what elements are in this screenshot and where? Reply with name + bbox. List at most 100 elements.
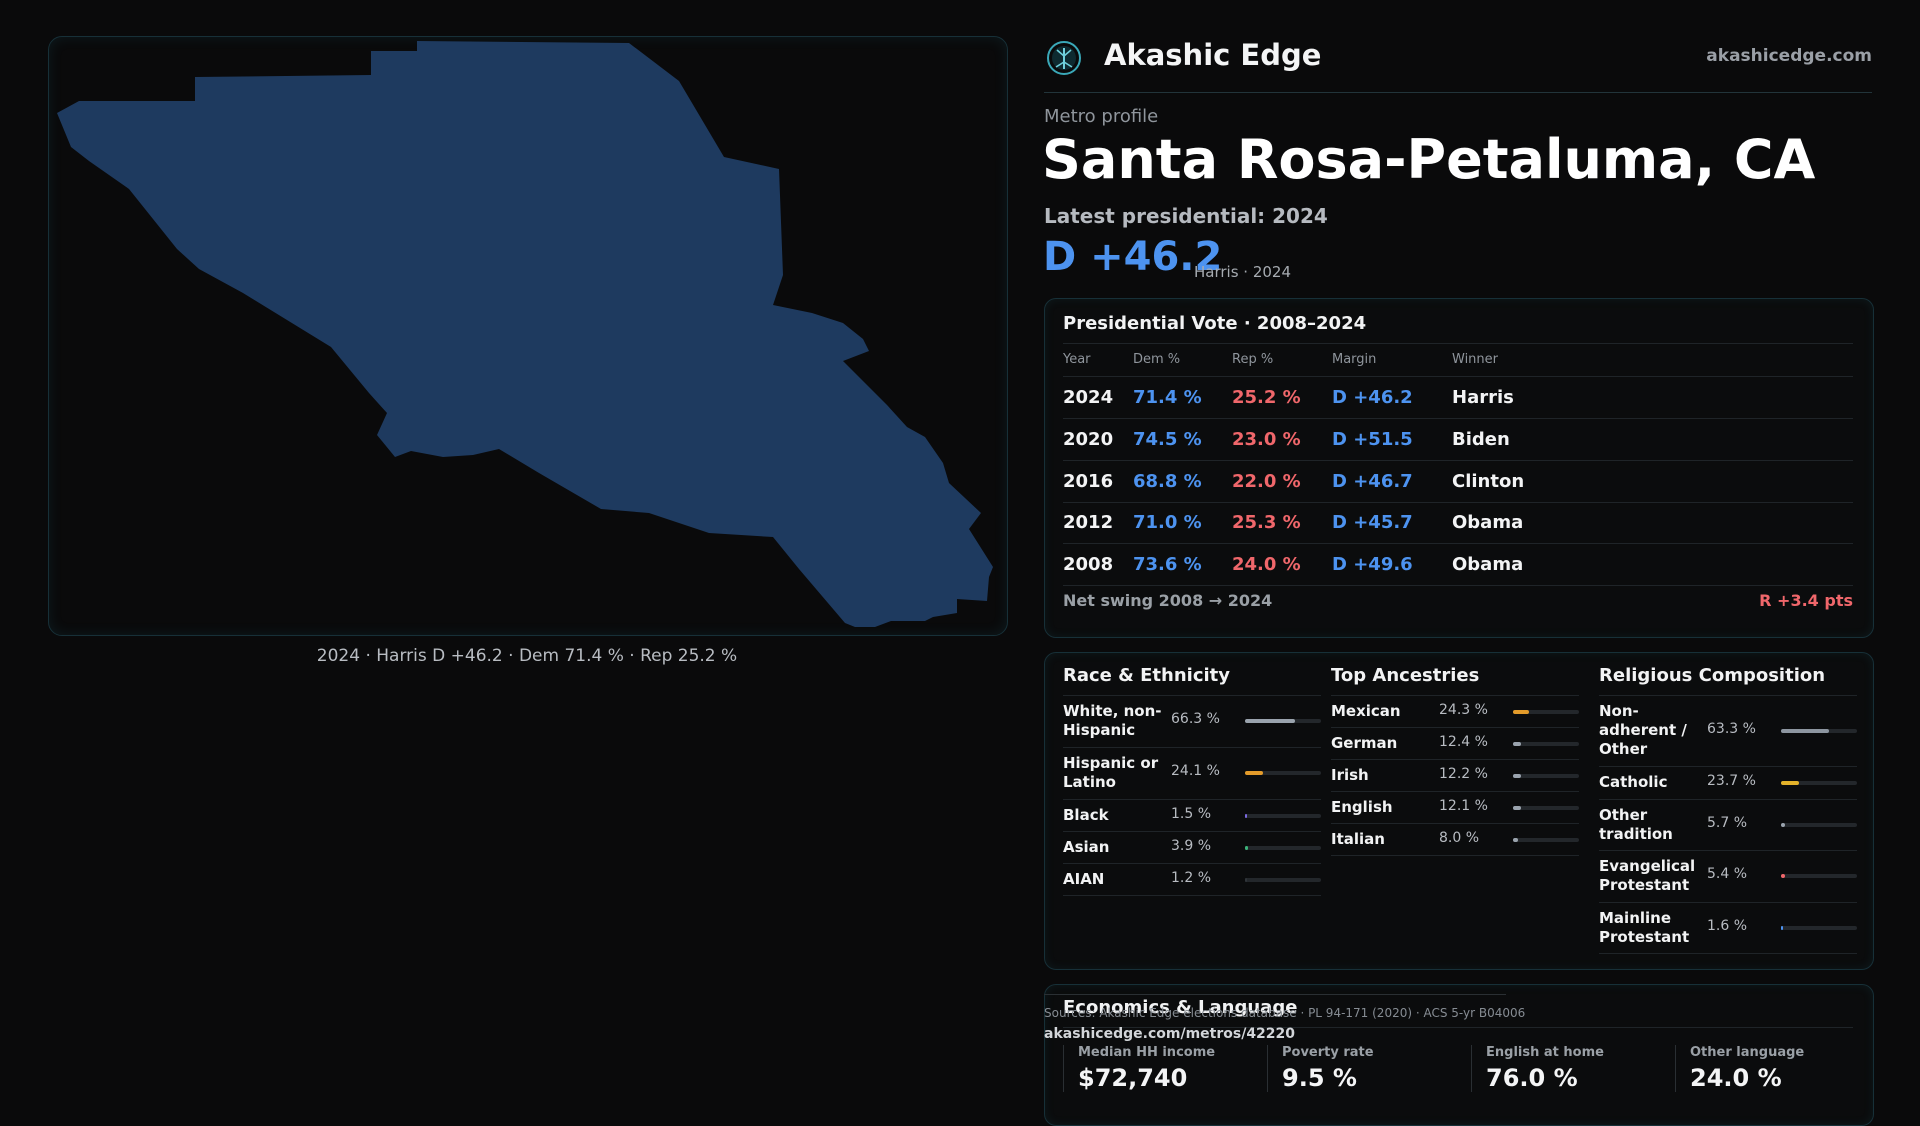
brand-url-link[interactable]: akashicedge.com [1706,46,1872,66]
race-label: Black [1063,806,1109,824]
ancestry-bar-fill [1513,838,1519,842]
econ-stat: English at home 76.0 % [1471,1045,1676,1092]
race-ethnicity-title: Race & Ethnicity [1063,665,1321,696]
econ-stat-label: Other language [1690,1045,1805,1060]
col-year: Year [1063,352,1091,367]
race-row: Hispanic or Latino 24.1 % [1063,748,1321,800]
religion-title: Religious Composition [1599,665,1857,696]
religion-row: Other tradition 5.7 % [1599,800,1857,851]
econ-stat-label: Poverty rate [1282,1045,1374,1060]
race-ethnicity-column: Race & Ethnicity White, non-Hispanic 66.… [1063,665,1321,896]
table-row: 2016 68.8 % 22.0 % D +46.7 Clinton [1063,461,1853,503]
brand-name[interactable]: Akashic Edge [1104,38,1322,72]
cell-margin: D +49.6 [1332,554,1413,575]
religion-bar [1781,729,1857,733]
ancestry-bar [1513,710,1579,714]
religion-row: Mainline Protestant 1.6 % [1599,903,1857,954]
econ-stat-label: English at home [1486,1045,1604,1060]
cell-year: 2024 [1063,387,1114,408]
religion-row: Catholic 23.7 % [1599,767,1857,800]
ancestry-value: 24.3 % [1439,702,1488,718]
profile-kicker: Metro profile [1044,106,1159,127]
ancestry-bar [1513,838,1579,842]
econ-stat-value: 9.5 % [1282,1064,1357,1092]
religion-label: Catholic [1599,773,1668,791]
religion-value: 63.3 % [1707,721,1756,737]
econ-stat: Median HH income $72,740 [1063,1045,1268,1092]
ancestry-value: 12.4 % [1439,734,1488,750]
site-header: Akashic Edge akashicedge.com [1044,36,1872,93]
ancestry-row: Italian 8.0 % [1331,824,1579,856]
page-title: Santa Rosa-Petaluma, CA [1042,128,1816,191]
race-bar [1245,814,1321,818]
cell-winner: Obama [1452,554,1524,575]
metro-map-shape [57,41,993,627]
religion-row: Non-adherent / Other 63.3 % [1599,696,1857,767]
econ-stat-label: Median HH income [1078,1045,1216,1060]
table-row: 2024 71.4 % 25.2 % D +46.2 Harris [1063,377,1853,419]
ancestry-bar [1513,806,1579,810]
cell-rep: 22.0 % [1232,471,1301,492]
net-swing-value: R +3.4 pts [1759,591,1853,610]
ancestry-value: 8.0 % [1439,830,1480,846]
ancestry-label: Irish [1331,766,1369,784]
econ-stat: Other language 24.0 % [1675,1045,1880,1092]
presidential-vote-title: Presidential Vote · 2008–2024 [1063,313,1367,334]
cell-year: 2016 [1063,471,1114,492]
cell-winner: Biden [1452,429,1510,450]
ancestry-row: German 12.4 % [1331,728,1579,760]
net-swing: Net swing 2008 → 2024 R +3.4 pts [1063,591,1853,610]
race-value: 3.9 % [1171,838,1212,854]
religion-label: Evangelical Protestant [1599,857,1696,894]
cell-year: 2012 [1063,512,1114,533]
ancestry-value: 12.2 % [1439,766,1488,782]
ancestry-bar-fill [1513,742,1522,746]
demographics-panel: Race & Ethnicity White, non-Hispanic 66.… [1044,652,1874,970]
col-dem: Dem % [1133,352,1181,367]
cell-winner: Harris [1452,387,1514,408]
religion-bar-fill [1781,781,1799,785]
latest-margin-note: Harris · 2024 [1194,263,1292,281]
cell-dem: 68.8 % [1133,471,1202,492]
religion-value: 5.4 % [1707,866,1748,882]
tree-emblem-icon[interactable] [1046,40,1082,76]
col-margin: Margin [1332,352,1377,367]
race-bar-fill [1245,846,1248,850]
metro-map [48,36,1008,636]
cell-dem: 71.0 % [1133,512,1202,533]
econ-stat-value: $72,740 [1078,1064,1188,1092]
county-polygon [57,41,993,627]
race-bar-fill [1245,719,1296,723]
religion-bar-fill [1781,729,1830,733]
net-swing-label: Net swing 2008 → 2024 [1063,591,1273,610]
ancestry-bar-fill [1513,774,1522,778]
religion-value: 5.7 % [1707,815,1748,831]
latest-presidential-label: Latest presidential: 2024 [1044,204,1328,228]
cell-margin: D +46.7 [1332,471,1413,492]
ancestry-label: English [1331,798,1393,816]
col-winner: Winner [1452,352,1499,367]
cell-year: 2020 [1063,429,1114,450]
table-row: 2008 73.6 % 24.0 % D +49.6 Obama [1063,544,1853,586]
religion-bar [1781,926,1857,930]
religion-label: Other tradition [1599,806,1673,843]
religion-column: Religious Composition Non-adherent / Oth… [1599,665,1857,954]
permalink[interactable]: akashicedge.com/metros/42220 [1044,1026,1296,1042]
race-row: AIAN 1.2 % [1063,864,1321,896]
religion-label: Mainline Protestant [1599,909,1690,946]
ancestries-title: Top Ancestries [1331,665,1579,696]
race-label: Hispanic or Latino [1063,754,1159,791]
cell-year: 2008 [1063,554,1114,575]
cell-rep: 24.0 % [1232,554,1301,575]
race-bar [1245,719,1321,723]
economics-title: Economics & Language [1063,997,1298,1018]
race-bar [1245,771,1321,775]
race-label: White, non-Hispanic [1063,702,1162,739]
cell-margin: D +45.7 [1332,512,1413,533]
religion-row: Evangelical Protestant 5.4 % [1599,851,1857,903]
race-bar-fill [1245,878,1247,882]
race-bar-fill [1245,771,1264,775]
religion-label: Non-adherent / Other [1599,702,1687,758]
race-label: Asian [1063,838,1110,856]
cell-winner: Obama [1452,512,1524,533]
